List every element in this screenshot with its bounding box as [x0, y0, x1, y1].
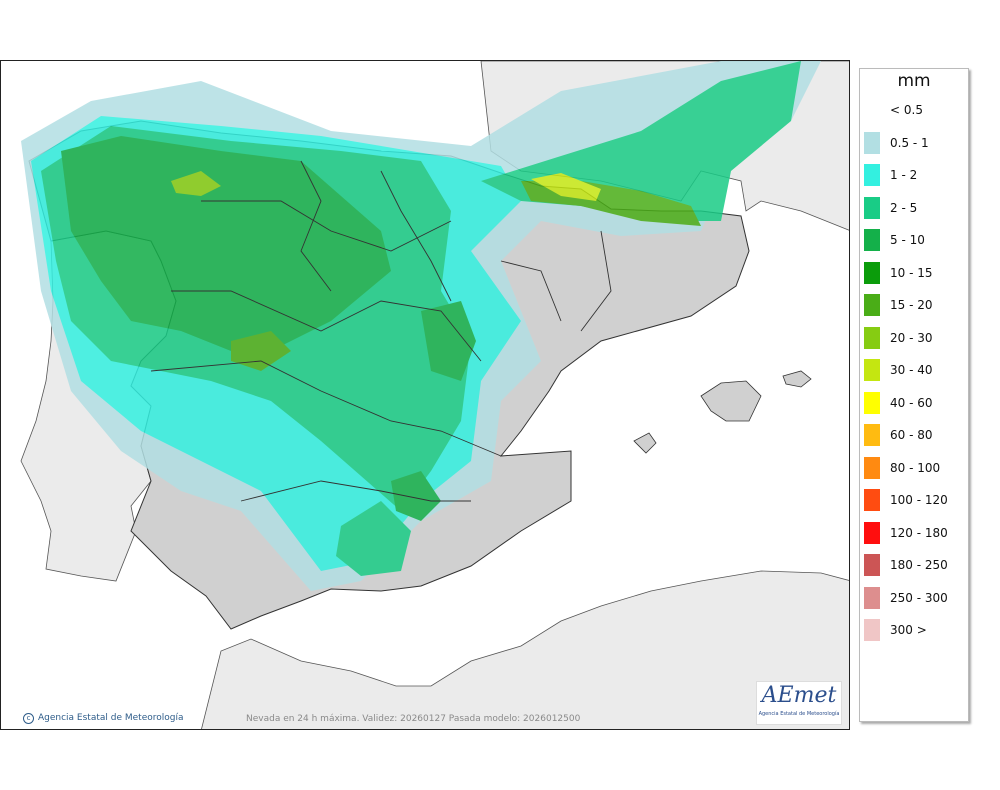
legend-swatch: [864, 586, 880, 609]
aemet-logo: AEmet Agencia Estatal de Meteorología: [756, 681, 842, 725]
legend-swatch: [864, 164, 880, 186]
legend-swatch: [864, 196, 880, 219]
legend-label: 80 - 100: [890, 460, 941, 475]
snow-zone-peaks-1: [531, 173, 601, 201]
legend-label: < 0.5: [890, 103, 923, 117]
regional-borders: [150, 160, 612, 502]
snow-zone-sierra-nevada: [336, 501, 411, 576]
validity-text: Nevada en 24 h máxima. Validez: 20260127…: [246, 714, 581, 724]
logo-subtitle: Agencia Estatal de Meteorología: [758, 711, 840, 717]
legend-label: 20 - 30: [890, 330, 933, 345]
legend-label: 300 >: [890, 623, 927, 637]
legend-label: 120 - 180: [890, 525, 948, 540]
logo-text: AEmet: [761, 683, 837, 708]
legend-label: 60 - 80: [890, 428, 933, 442]
snow-zone-peaks-2: [171, 171, 221, 196]
copyright-icon: c: [23, 713, 34, 724]
map-canvas: [1, 61, 849, 729]
snowfall-overlay: [21, 61, 821, 591]
legend-label: 15 - 20: [890, 298, 933, 312]
credit-line: c Agencia Estatal de Meteorología: [23, 713, 184, 724]
legend-label: 100 - 120: [890, 493, 948, 507]
snow-zone-5-10: [61, 136, 391, 351]
legend-label: 10 - 15: [890, 265, 933, 280]
island-menorca: [782, 370, 812, 388]
legend-unit: mm: [897, 71, 931, 91]
legend-swatch: [864, 619, 880, 641]
snow-zone-cazorla: [391, 471, 441, 521]
legend-swatch: [864, 261, 880, 284]
legend-label: 40 - 60: [890, 395, 933, 410]
legend-swatch: [864, 424, 880, 446]
legend-label: 5 - 10: [890, 233, 925, 247]
island-ibiza: [633, 432, 657, 454]
snow-zone-iberico: [421, 301, 476, 381]
legend-label: 2 - 5: [890, 200, 918, 215]
legend-swatch: [864, 326, 880, 349]
legend-label: 1 - 2: [890, 168, 918, 182]
legend-swatch: [864, 554, 880, 576]
legend-swatch: [864, 294, 880, 316]
island-mallorca: [700, 380, 762, 422]
credit-text: Agencia Estatal de Meteorología: [38, 713, 184, 723]
legend-swatch: [864, 359, 880, 381]
legend-label: 0.5 - 1: [890, 135, 929, 150]
legend-swatch: [864, 391, 880, 414]
legend-swatch: [864, 229, 880, 251]
legend-swatch: [864, 456, 880, 479]
legend-swatch: [864, 99, 880, 121]
legend-label: 250 - 300: [890, 590, 948, 605]
snow-zone-sistema-central: [231, 331, 291, 371]
legend-swatch: [864, 131, 880, 154]
legend-swatch: [864, 521, 880, 544]
legend-panel: mm < 0.5 0.5 - 1 1 - 2 2 - 5 5 - 10 10 - 15 15…: [859, 68, 969, 722]
land-africa: [201, 570, 849, 729]
legend-label: 180 - 250: [890, 558, 948, 572]
legend-label: 30 - 40: [890, 363, 933, 377]
legend-swatch: [864, 489, 880, 511]
map-panel: c Agencia Estatal de Meteorología Nevada …: [0, 60, 850, 730]
